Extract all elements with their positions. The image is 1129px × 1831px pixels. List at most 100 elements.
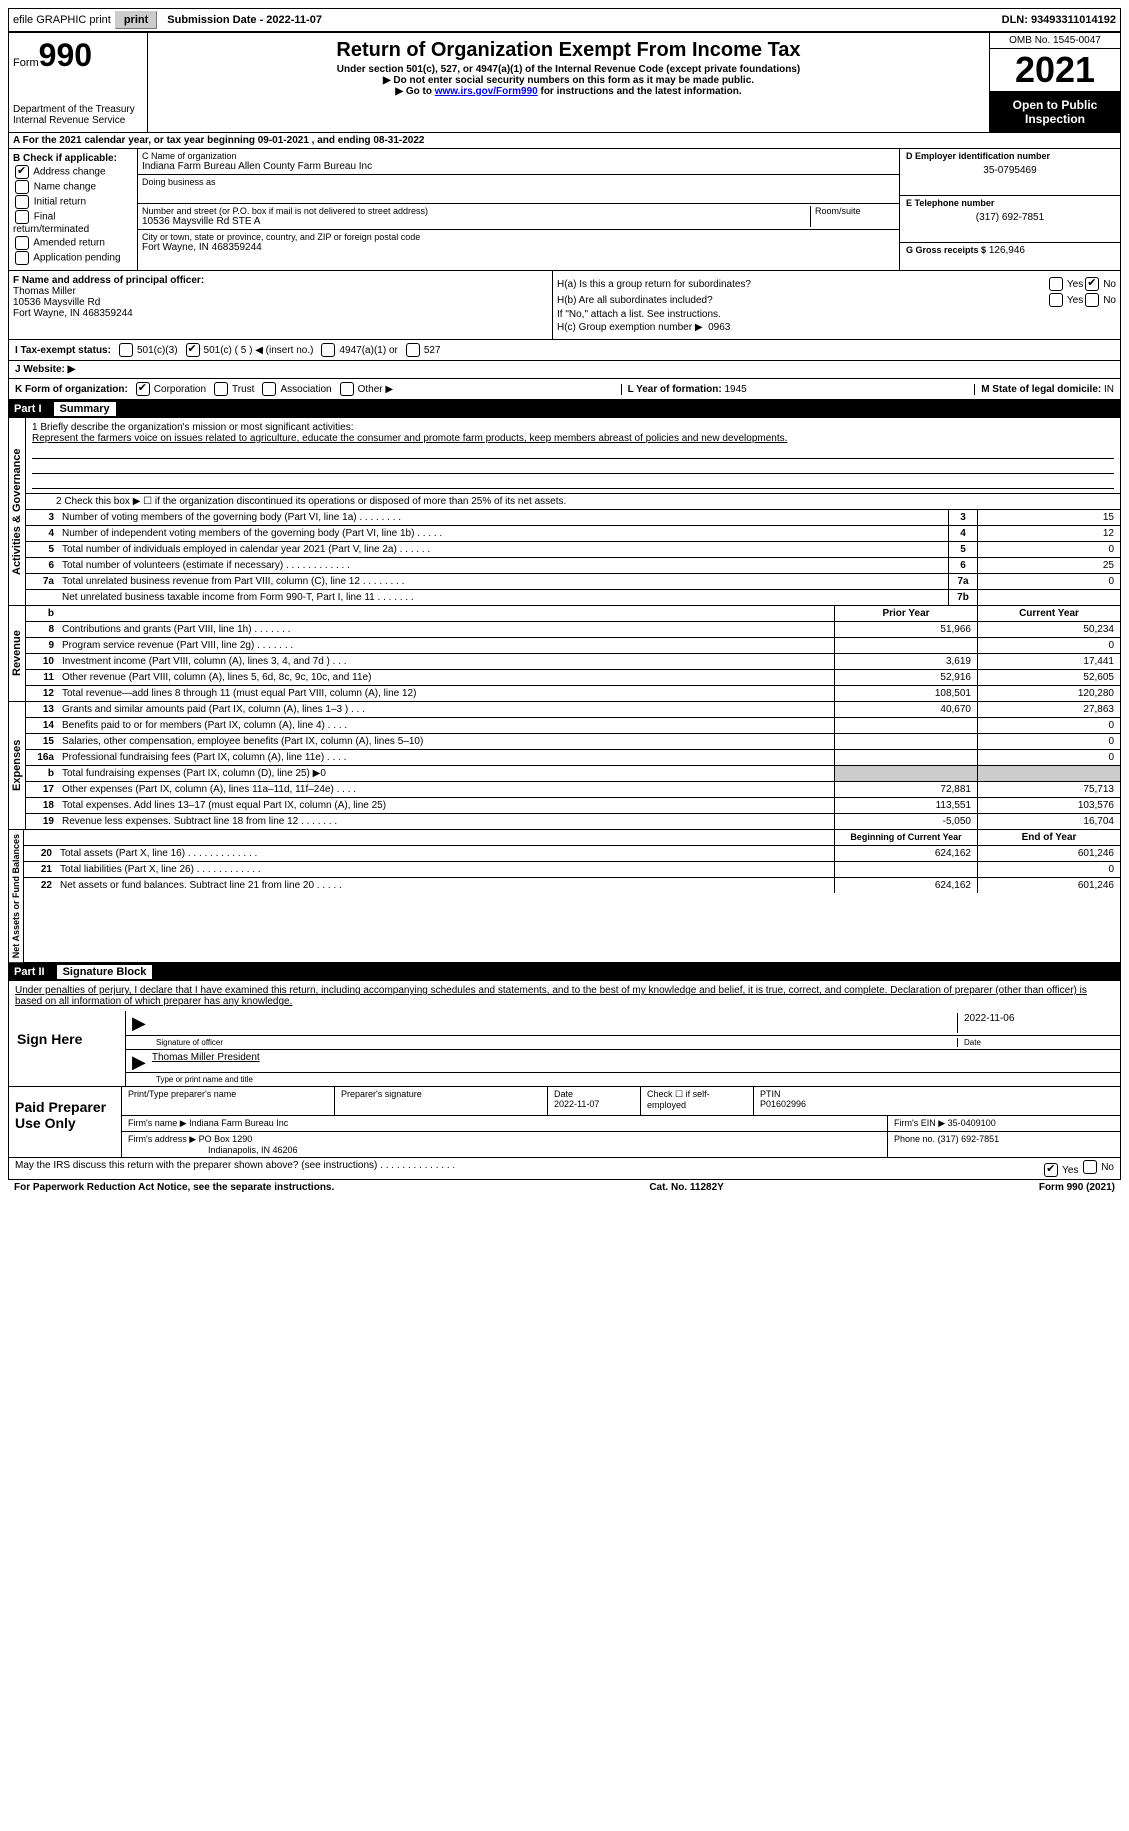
chk-address-change[interactable]: Address change [13, 165, 133, 179]
gross-receipts: 126,946 [989, 245, 1025, 256]
summary-netassets: Net Assets or Fund Balances Beginning of… [8, 830, 1121, 963]
org-assoc[interactable]: Association [260, 382, 331, 396]
sig-date: 2022-11-06 [957, 1013, 1114, 1033]
year-formation: 1945 [724, 384, 746, 395]
table-row: 16aProfessional fundraising fees (Part I… [26, 750, 1120, 766]
table-row: 14Benefits paid to or for members (Part … [26, 718, 1120, 734]
section-fh: F Name and address of principal officer:… [8, 271, 1121, 340]
firm-ein: 35-0409100 [948, 1118, 996, 1128]
part2-header: Part II Signature Block [8, 963, 1121, 981]
irs-label: Internal Revenue Service [13, 115, 143, 126]
submission-date: Submission Date - 2022-11-07 [161, 12, 328, 28]
mission-text: Represent the farmers voice on issues re… [32, 433, 1114, 444]
form-title: Return of Organization Exempt From Incom… [152, 39, 985, 62]
note-link: ▶ Go to www.irs.gov/Form990 for instruct… [152, 86, 985, 97]
row-j-website: J Website: ▶ [8, 361, 1121, 379]
ptin: P01602996 [760, 1099, 1114, 1109]
table-row: 15Salaries, other compensation, employee… [26, 734, 1120, 750]
arrow-icon: ▶ [132, 1052, 146, 1070]
table-row: 13Grants and similar amounts paid (Part … [26, 702, 1120, 718]
col-h-group: H(a) Is this a group return for subordin… [553, 271, 1120, 339]
part1-header: Part I Summary [8, 400, 1121, 418]
table-row: 4Number of independent voting members of… [26, 526, 1120, 542]
org-address: 10536 Maysville Rd STE A [142, 216, 810, 227]
discuss-no[interactable]: No [1081, 1160, 1114, 1174]
table-row: 6Total number of volunteers (estimate if… [26, 558, 1120, 574]
col-f-officer: F Name and address of principal officer:… [9, 271, 553, 339]
table-row: 22Net assets or fund balances. Subtract … [24, 878, 1120, 893]
status-501c3[interactable]: 501(c)(3) [117, 343, 178, 357]
section-bcd: B Check if applicable: Address change Na… [8, 149, 1121, 271]
chk-amended[interactable]: Amended return [13, 236, 133, 250]
vert-expenses: Expenses [9, 702, 26, 829]
efile-label: efile GRAPHIC print [13, 14, 111, 26]
ha-no[interactable]: No [1083, 277, 1116, 291]
phone: (317) 692-7851 [906, 212, 1114, 223]
omb-number: OMB No. 1545-0047 [990, 33, 1120, 49]
vert-activities: Activities & Governance [9, 418, 26, 605]
hb-yes[interactable]: Yes [1047, 293, 1083, 307]
prep-date: 2022-11-07 [554, 1099, 634, 1109]
table-row: 10Investment income (Part VIII, column (… [26, 654, 1120, 670]
table-row: bTotal fundraising expenses (Part IX, co… [26, 766, 1120, 782]
dept-label: Department of the Treasury [13, 104, 143, 115]
officer-name: Thomas Miller [13, 286, 548, 297]
table-row: 19Revenue less expenses. Subtract line 1… [26, 814, 1120, 829]
chk-final-return[interactable]: Final return/terminated [13, 210, 133, 235]
irs-link[interactable]: www.irs.gov/Form990 [435, 86, 538, 97]
org-corp[interactable]: Corporation [134, 382, 206, 396]
ha-yes[interactable]: Yes [1047, 277, 1083, 291]
tax-year: 2021 [990, 49, 1120, 92]
print-button[interactable]: print [115, 11, 157, 29]
status-4947[interactable]: 4947(a)(1) or [319, 343, 397, 357]
vert-netassets: Net Assets or Fund Balances [9, 830, 24, 962]
col-b-checkboxes: B Check if applicable: Address change Na… [9, 149, 138, 270]
form-header: Form990 Department of the Treasury Inter… [8, 32, 1121, 133]
summary-expenses: Expenses 13Grants and similar amounts pa… [8, 702, 1121, 830]
chk-initial-return[interactable]: Initial return [13, 195, 133, 209]
table-row: 5Total number of individuals employed in… [26, 542, 1120, 558]
org-other[interactable]: Other ▶ [338, 382, 393, 396]
hb-no[interactable]: No [1083, 293, 1116, 307]
discuss-row: May the IRS discuss this return with the… [8, 1158, 1121, 1180]
form-number: Form990 [13, 37, 143, 74]
status-501c[interactable]: 501(c) ( 5 ) ◀ (insert no.) [184, 343, 314, 357]
row-i-tax-status: I Tax-exempt status: 501(c)(3) 501(c) ( … [8, 340, 1121, 361]
discuss-yes[interactable]: Yes [1042, 1163, 1078, 1177]
org-trust[interactable]: Trust [212, 382, 254, 396]
table-row: 17Other expenses (Part IX, column (A), l… [26, 782, 1120, 798]
org-city: Fort Wayne, IN 468359244 [142, 242, 895, 253]
table-row: 9Program service revenue (Part VIII, lin… [26, 638, 1120, 654]
chk-name-change[interactable]: Name change [13, 180, 133, 194]
prep-phone: (317) 692-7851 [938, 1134, 1000, 1144]
sign-here-label: Sign Here [9, 1011, 126, 1086]
table-row: 20Total assets (Part X, line 16) . . . .… [24, 846, 1120, 862]
top-bar: efile GRAPHIC print print Submission Dat… [8, 8, 1121, 32]
summary-revenue: Revenue b Prior Year Current Year 8Contr… [8, 606, 1121, 702]
table-row: 12Total revenue—add lines 8 through 11 (… [26, 686, 1120, 701]
group-exemption: 0963 [708, 322, 730, 333]
signature-block: Under penalties of perjury, I declare th… [8, 981, 1121, 1087]
row-k-form-org: K Form of organization: Corporation Trus… [8, 379, 1121, 400]
table-row: 7aTotal unrelated business revenue from … [26, 574, 1120, 590]
org-name: Indiana Farm Bureau Allen County Farm Bu… [142, 161, 895, 172]
sig-name: Thomas Miller President [152, 1052, 260, 1070]
arrow-icon: ▶ [132, 1013, 146, 1033]
table-row: Net unrelated business taxable income fr… [26, 590, 1120, 605]
row-a-tax-year: A For the 2021 calendar year, or tax yea… [8, 133, 1121, 149]
state-domicile: IN [1104, 384, 1114, 395]
paid-preparer: Paid Preparer Use Only Print/Type prepar… [8, 1087, 1121, 1158]
table-row: 21Total liabilities (Part X, line 26) . … [24, 862, 1120, 878]
summary-activities: Activities & Governance 1 Briefly descri… [8, 418, 1121, 606]
dln: DLN: 93493311014192 [1002, 14, 1116, 26]
footer: For Paperwork Reduction Act Notice, see … [8, 1180, 1121, 1195]
firm-name: Indiana Farm Bureau Inc [189, 1118, 288, 1128]
form-subtitle: Under section 501(c), 527, or 4947(a)(1)… [152, 64, 985, 75]
col-c-org-info: C Name of organization Indiana Farm Bure… [138, 149, 900, 270]
chk-app-pending[interactable]: Application pending [13, 251, 133, 265]
table-row: 8Contributions and grants (Part VIII, li… [26, 622, 1120, 638]
open-inspection: Open to Public Inspection [990, 92, 1120, 132]
table-row: 11Other revenue (Part VIII, column (A), … [26, 670, 1120, 686]
status-527[interactable]: 527 [404, 343, 441, 357]
sig-declaration: Under penalties of perjury, I declare th… [9, 981, 1120, 1011]
